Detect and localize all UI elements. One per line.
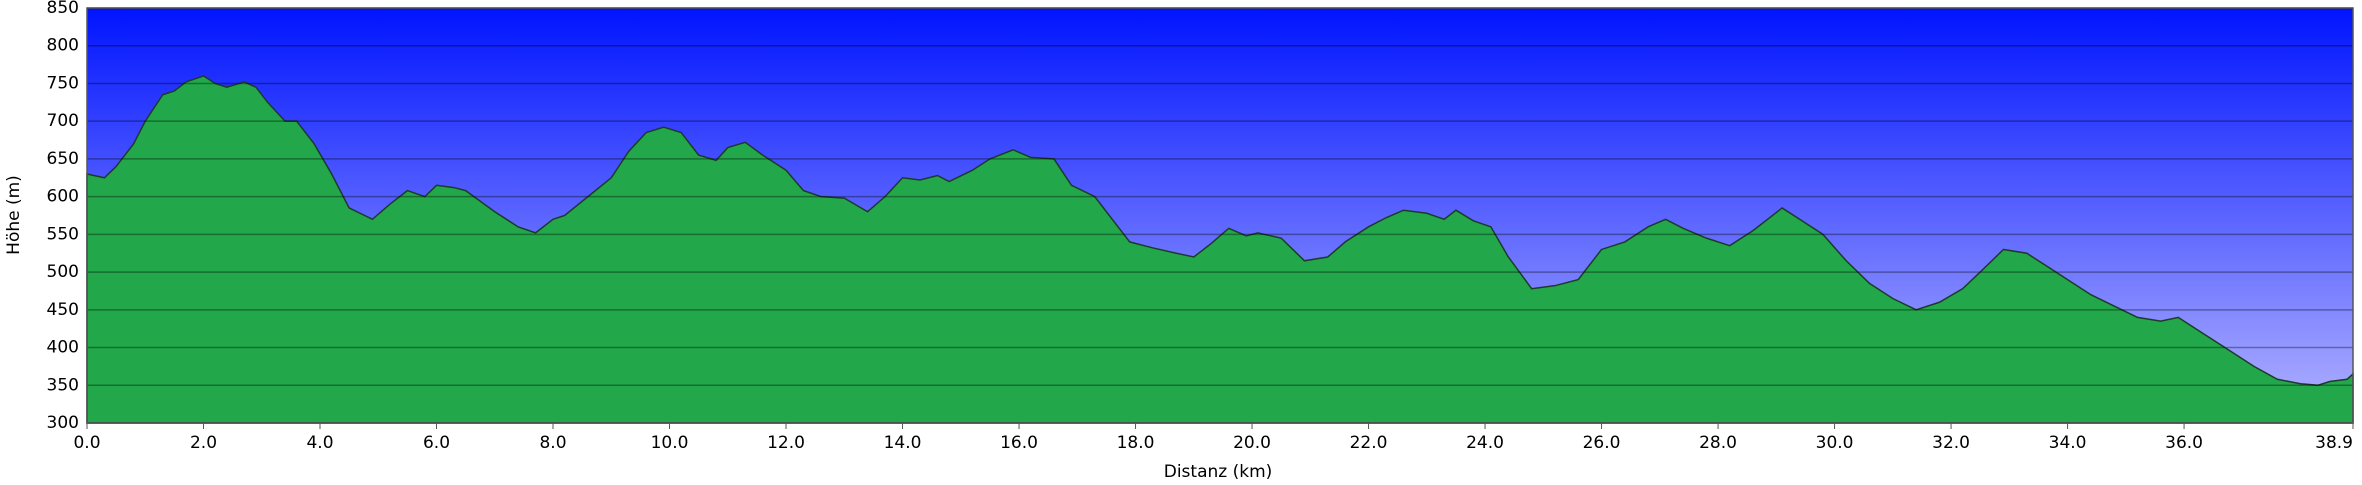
x-tick-label: 38.9 [2315,433,2353,453]
x-tick-label: 8.0 [539,433,566,453]
y-tick-label: 800 [47,36,79,56]
x-tick-label: 0.0 [73,433,100,453]
x-tick-label: 2.0 [190,433,217,453]
x-tick-label: 36.0 [2165,433,2203,453]
x-tick-label: 10.0 [651,433,689,453]
y-tick-label: 550 [47,224,79,244]
y-tick-label: 850 [47,0,79,18]
x-tick-label: 6.0 [423,433,450,453]
x-tick-label: 28.0 [1699,433,1737,453]
y-tick-label: 400 [47,338,79,358]
y-tick-label: 650 [47,149,79,169]
x-tick-label: 30.0 [1816,433,1854,453]
x-tick-label: 16.0 [1000,433,1038,453]
y-tick-label: 700 [47,111,79,131]
x-tick-label: 22.0 [1350,433,1388,453]
x-tick-label: 20.0 [1233,433,1271,453]
y-axis-title: Höhe (m) [4,175,24,255]
plot [86,7,2354,424]
elevation-area [86,75,2354,424]
x-tick-label: 24.0 [1466,433,1504,453]
plot-frame [86,7,2354,424]
x-tick-label: 12.0 [767,433,805,453]
y-tick-label: 750 [47,73,79,93]
x-tick-label: 18.0 [1117,433,1155,453]
y-tick-label: 300 [47,413,79,433]
x-tick-label: 26.0 [1583,433,1621,453]
x-axis-title: Distanz (km) [1164,462,1273,482]
x-tick-label: 14.0 [884,433,922,453]
y-tick-label: 350 [47,375,79,395]
y-tick-label: 600 [47,187,79,207]
x-tick-label: 4.0 [306,433,333,453]
x-tick-label: 32.0 [1932,433,1970,453]
y-tick-label: 500 [47,262,79,282]
x-tick-label: 34.0 [2049,433,2087,453]
y-tick-label: 450 [47,300,79,320]
